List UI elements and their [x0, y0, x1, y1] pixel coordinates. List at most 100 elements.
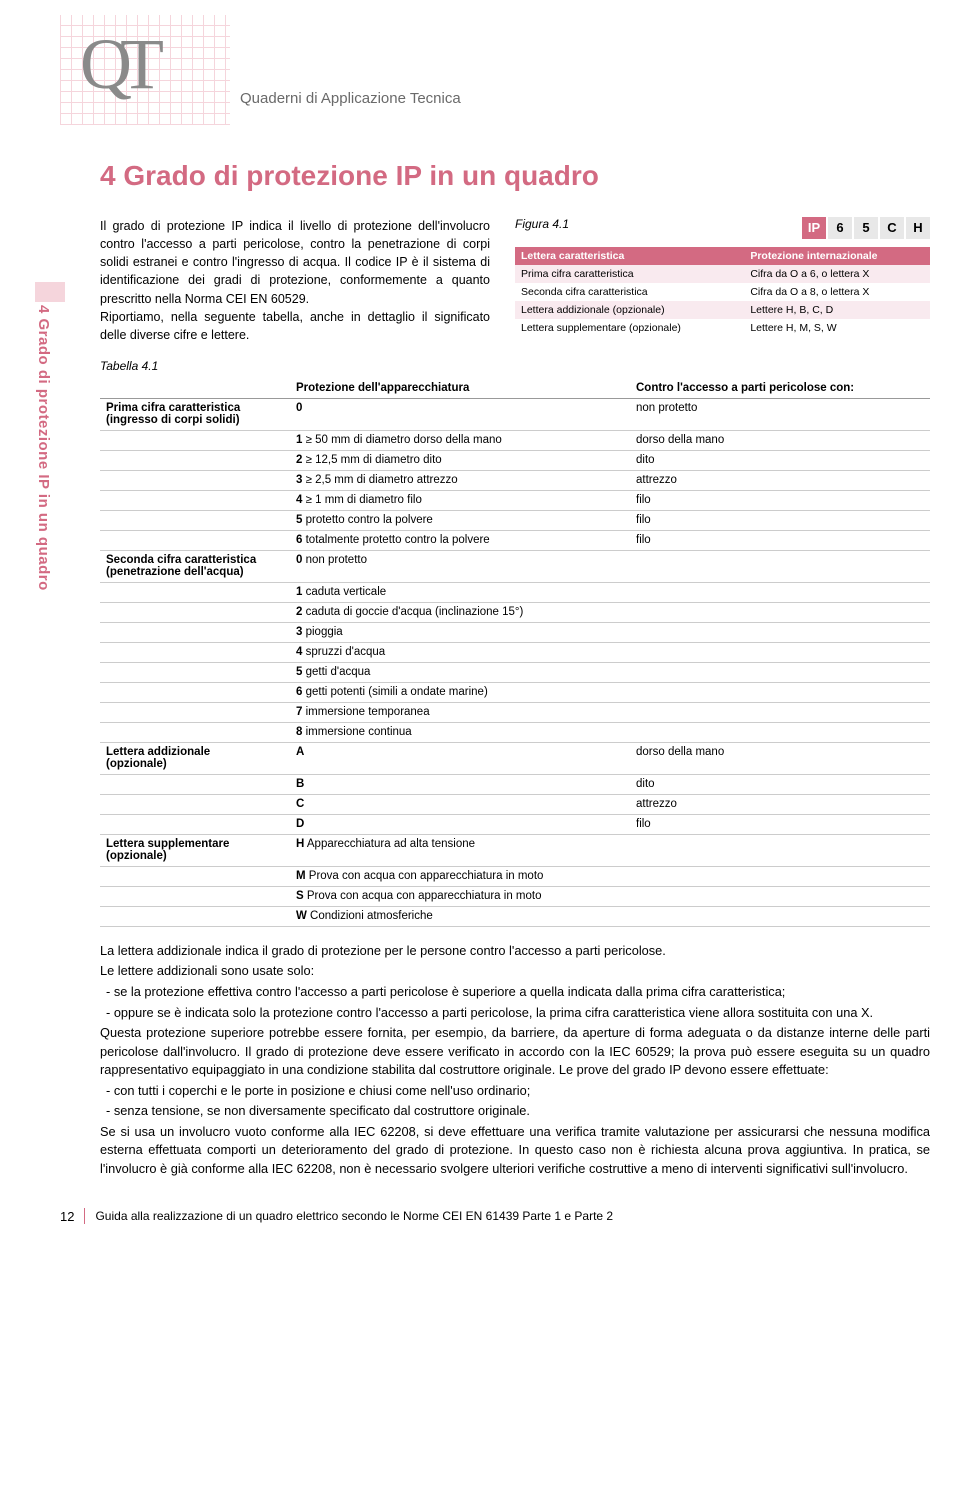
- table-cell: [630, 550, 930, 582]
- table-row: Lettera addizionale(opzionale)A dorso de…: [100, 742, 930, 774]
- logo-header: QT Quaderni di Applicazione Tecnica: [0, 0, 960, 130]
- group-label-cell: Lettera supplementare(opzionale): [100, 834, 290, 866]
- bottom-paragraph: Se si usa un involucro vuoto conforme al…: [100, 1123, 930, 1179]
- table-cell: [630, 702, 930, 722]
- table-row: 2 ≥ 12,5 mm di diametro ditodito: [100, 450, 930, 470]
- table-cell: 6 getti potenti (simili a ondate marine): [290, 682, 630, 702]
- table-row: 8 immersione continua: [100, 722, 930, 742]
- footer: 12 Guida alla realizzazione di un quadro…: [0, 1200, 960, 1244]
- table-cell: A: [290, 742, 630, 774]
- table-cell: 7 immersione temporanea: [290, 702, 630, 722]
- table-cell: [630, 602, 930, 622]
- ip-box-h: H: [906, 217, 930, 239]
- intro-paragraph-2: Riportiamo, nella seguente tabella, anch…: [100, 310, 490, 342]
- table-row: 3 pioggia: [100, 622, 930, 642]
- group-label-cell: [100, 582, 290, 602]
- figure-cell: Prima cifra caratteristica: [515, 265, 744, 283]
- table-cell: S Prova con acqua con apparecchiatura in…: [290, 886, 630, 906]
- page-title: 4 Grado di protezione IP in un quadro: [0, 130, 960, 217]
- group-label-cell: [100, 530, 290, 550]
- table-cell: filo: [630, 510, 930, 530]
- table-cell: H Apparecchiatura ad alta tensione: [290, 834, 630, 866]
- table-row: 6 totalmente protetto contro la polveref…: [100, 530, 930, 550]
- bottom-paragraph: - con tutti i coperchi e le porte in pos…: [100, 1082, 930, 1101]
- table-cell: [630, 622, 930, 642]
- table-cell: 8 immersione continua: [290, 722, 630, 742]
- figure-legend-table: Lettera caratteristicaProtezione interna…: [515, 247, 930, 337]
- logo-grid: QT: [60, 15, 230, 125]
- table-row: 5 protetto contro la polverefilo: [100, 510, 930, 530]
- group-label-cell: Seconda cifra caratteristica(penetrazion…: [100, 550, 290, 582]
- bottom-text: La lettera addizionale indica il grado d…: [0, 927, 960, 1201]
- side-tab: [35, 282, 65, 302]
- group-label-cell: [100, 602, 290, 622]
- table-cell: [630, 886, 930, 906]
- table-row: M Prova con acqua con apparecchiatura in…: [100, 866, 930, 886]
- table-row: 5 getti d'acqua: [100, 662, 930, 682]
- table-row: 3 ≥ 2,5 mm di diametro attrezzoattrezzo: [100, 470, 930, 490]
- table-cell: filo: [630, 490, 930, 510]
- table-cell: 2 caduta di goccie d'acqua (inclinazione…: [290, 602, 630, 622]
- group-label-cell: [100, 814, 290, 834]
- group-label-cell: [100, 886, 290, 906]
- main-th-1: Protezione dell'apparecchiatura: [290, 378, 630, 399]
- bottom-paragraph: - oppure se è indicata solo la protezion…: [100, 1004, 930, 1023]
- table-row: C attrezzo: [100, 794, 930, 814]
- table-row: 6 getti potenti (simili a ondate marine): [100, 682, 930, 702]
- table-cell: filo: [630, 814, 930, 834]
- table-row: 4 spruzzi d'acqua: [100, 642, 930, 662]
- table-cell: attrezzo: [630, 470, 930, 490]
- group-label-cell: [100, 510, 290, 530]
- bottom-paragraph: - se la protezione effettiva contro l'ac…: [100, 983, 930, 1002]
- group-label-cell: [100, 490, 290, 510]
- table-cell: D: [290, 814, 630, 834]
- table-row: Seconda cifra caratteristica(penetrazion…: [100, 550, 930, 582]
- table-cell: 6 totalmente protetto contro la polvere: [290, 530, 630, 550]
- table-cell: dorso della mano: [630, 430, 930, 450]
- bottom-paragraph: Le lettere addizionali sono usate solo:: [100, 962, 930, 981]
- table-cell: 4 ≥ 1 mm di diametro filo: [290, 490, 630, 510]
- group-label-cell: [100, 470, 290, 490]
- group-label-cell: [100, 682, 290, 702]
- ip-box-ip: IP: [802, 217, 826, 239]
- table-cell: [630, 582, 930, 602]
- table-cell: [630, 722, 930, 742]
- bottom-paragraph: Questa protezione superiore potrebbe ess…: [100, 1024, 930, 1080]
- bottom-paragraph: La lettera addizionale indica il grado d…: [100, 942, 930, 961]
- figure-cell: Lettera addizionale (opzionale): [515, 301, 744, 319]
- group-label-cell: [100, 774, 290, 794]
- table-cell: attrezzo: [630, 794, 930, 814]
- group-label-cell: [100, 722, 290, 742]
- figure-caption: Figura 4.1: [515, 217, 569, 231]
- figure-th-0: Lettera caratteristica: [515, 247, 744, 265]
- table-row: D filo: [100, 814, 930, 834]
- footer-divider: [84, 1208, 85, 1224]
- main-th-0: [100, 378, 290, 399]
- table-cell: 3 ≥ 2,5 mm di diametro attrezzo: [290, 470, 630, 490]
- table-row: 4 ≥ 1 mm di diametro filofilo: [100, 490, 930, 510]
- group-label-cell: [100, 866, 290, 886]
- table-cell: 0 non protetto: [290, 550, 630, 582]
- table-cell: filo: [630, 530, 930, 550]
- group-label-cell: [100, 702, 290, 722]
- table-cell: 1 caduta verticale: [290, 582, 630, 602]
- table-cell: 2 ≥ 12,5 mm di diametro dito: [290, 450, 630, 470]
- main-table: Protezione dell'apparecchiatura Contro l…: [100, 378, 930, 927]
- table-row: 1 ≥ 50 mm di diametro dorso della manodo…: [100, 430, 930, 450]
- table-row: S Prova con acqua con apparecchiatura in…: [100, 886, 930, 906]
- group-label-cell: Lettera addizionale(opzionale): [100, 742, 290, 774]
- table-row: 1 caduta verticale: [100, 582, 930, 602]
- group-label-cell: Prima cifra caratteristica(ingresso di c…: [100, 398, 290, 430]
- table-cell: 1 ≥ 50 mm di diametro dorso della mano: [290, 430, 630, 450]
- table-cell: dito: [630, 774, 930, 794]
- figure-th-1: Protezione internazionale: [744, 247, 930, 265]
- table-cell: [630, 906, 930, 926]
- content-area: Il grado di protezione IP indica il live…: [0, 217, 960, 927]
- group-label-cell: [100, 794, 290, 814]
- table-cell: [630, 834, 930, 866]
- table-row: 7 immersione temporanea: [100, 702, 930, 722]
- table-cell: non protetto: [630, 398, 930, 430]
- bottom-paragraph: - senza tensione, se non diversamente sp…: [100, 1102, 930, 1121]
- footer-text: Guida alla realizzazione di un quadro el…: [95, 1209, 613, 1223]
- table-cell: 0: [290, 398, 630, 430]
